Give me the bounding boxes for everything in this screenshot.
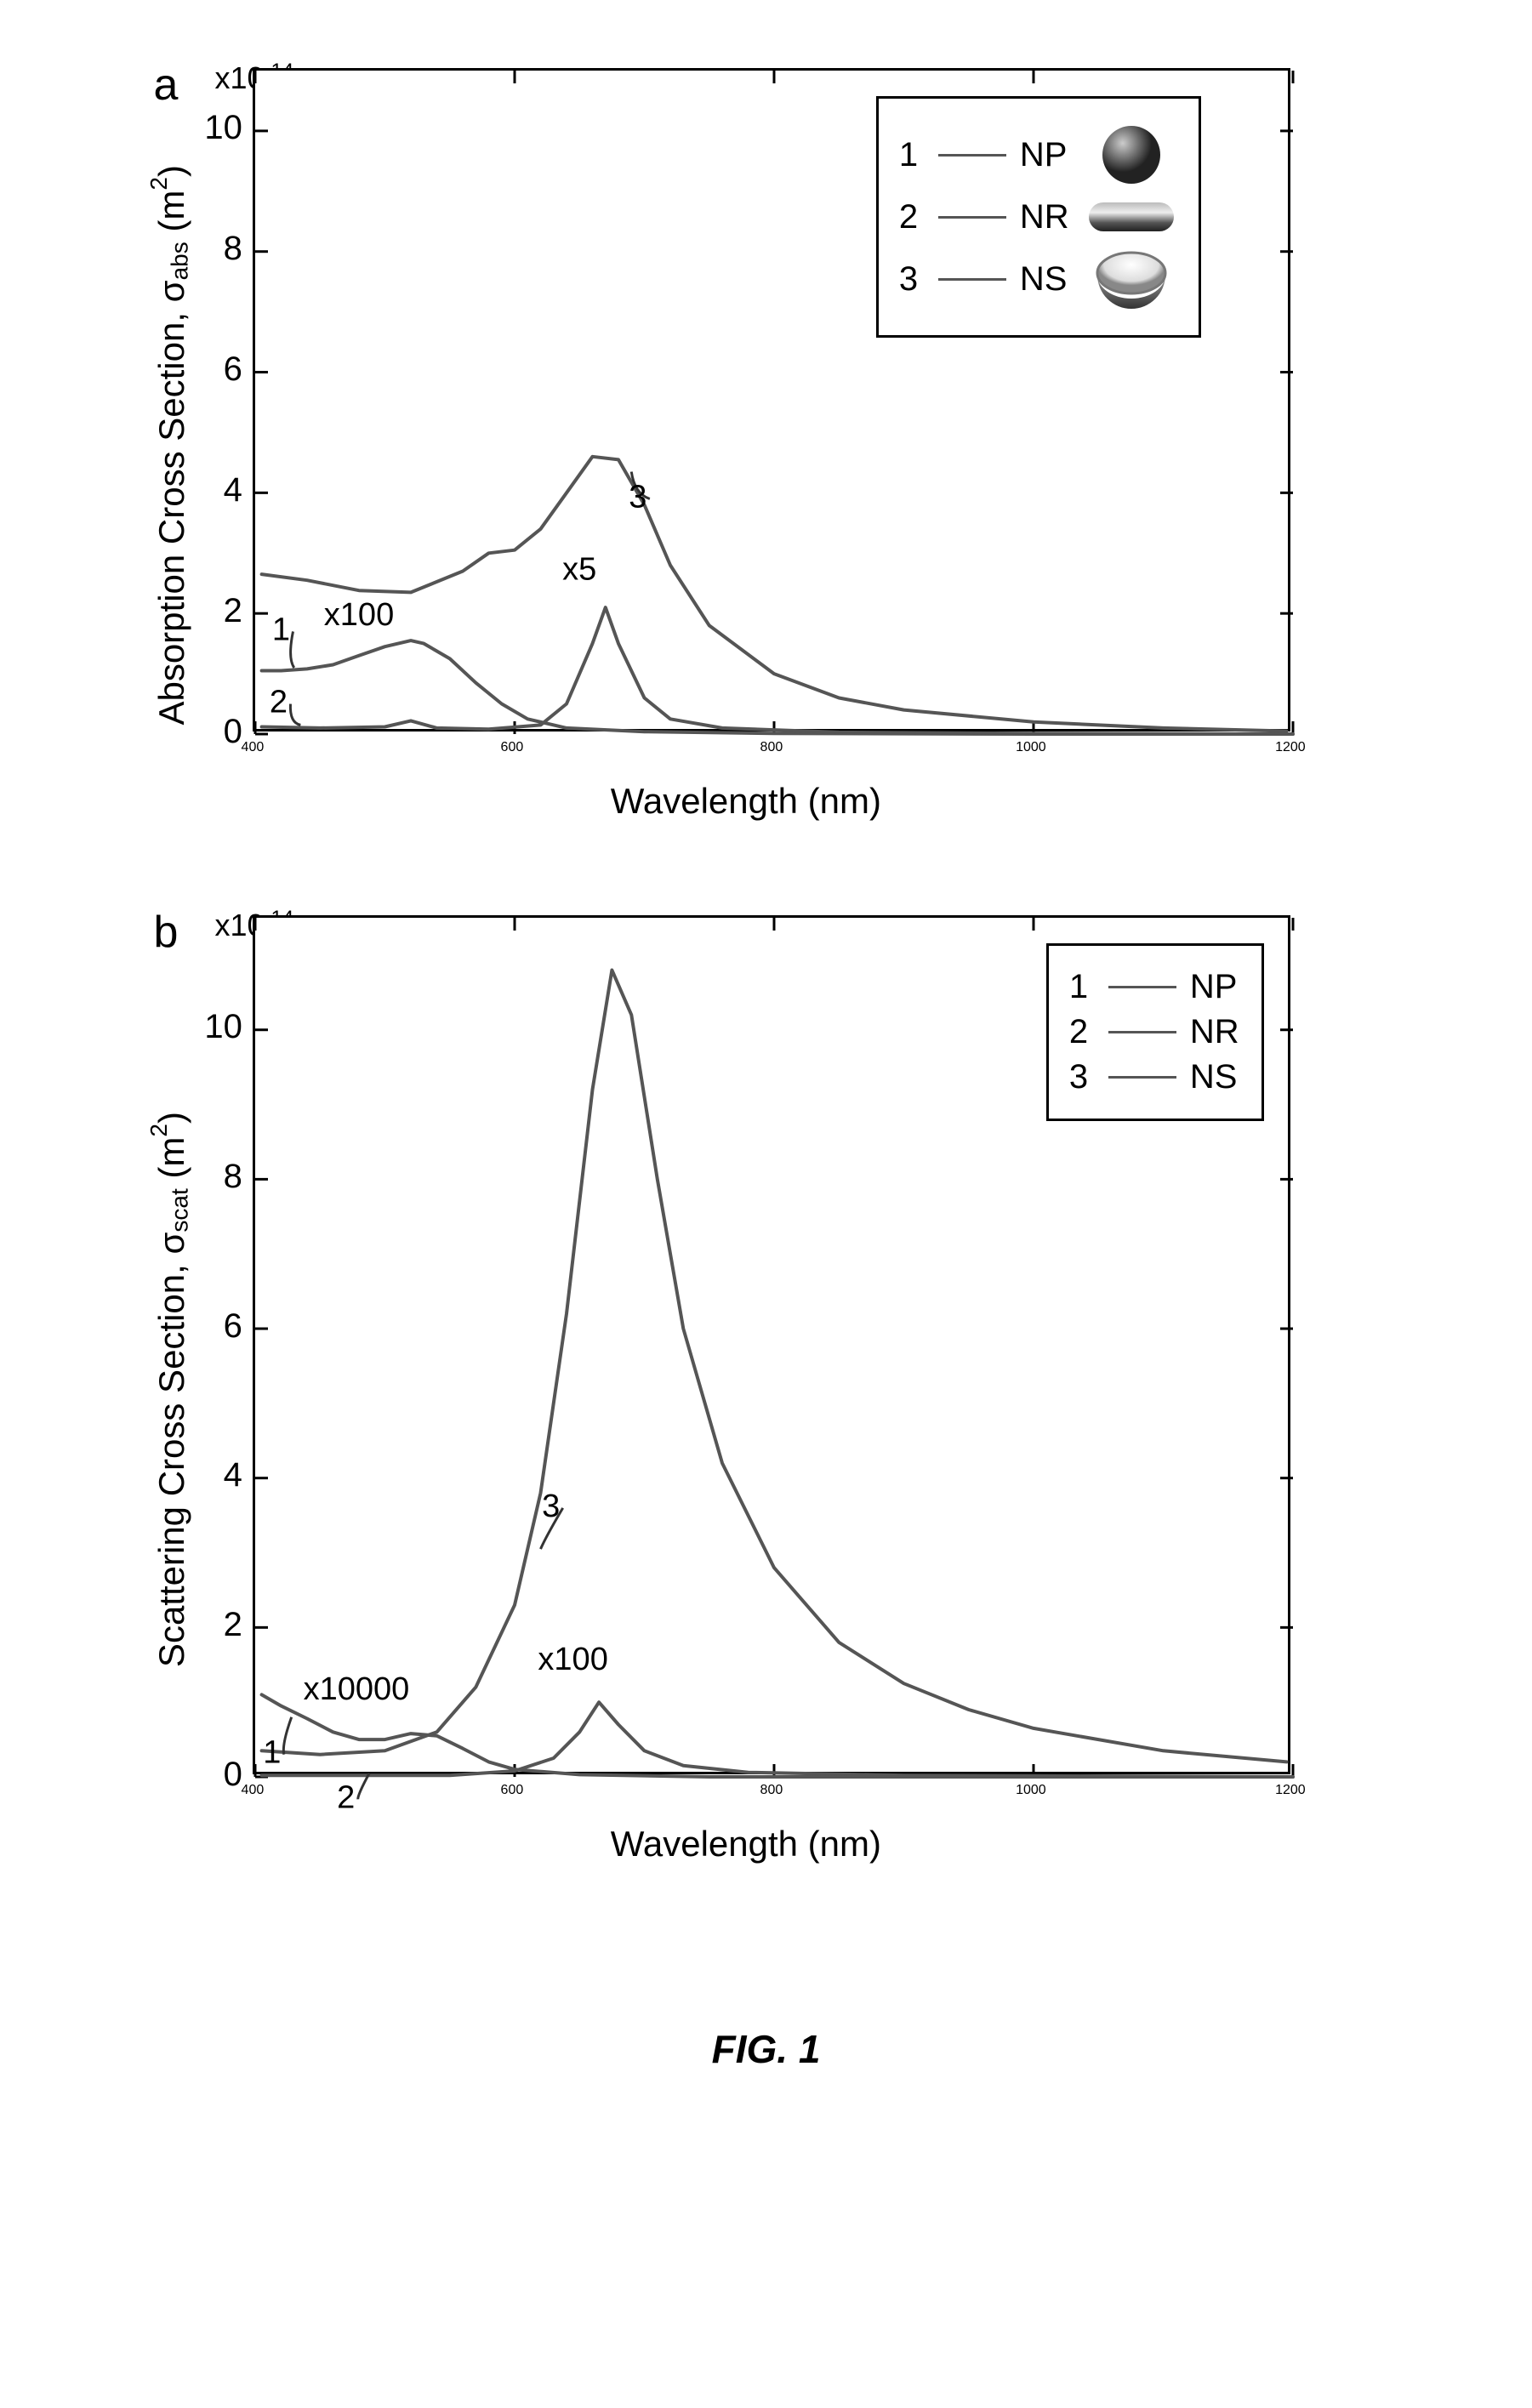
ylabel-sup-b: 2 [145, 1124, 172, 1137]
ylabel-close: ) [151, 165, 191, 177]
svg-text:x5: x5 [562, 552, 596, 588]
legend-shape-icon [1085, 121, 1178, 189]
legend-num: 1 [899, 136, 925, 174]
xtick-label: 600 [501, 740, 524, 755]
xtick-label: 1000 [1016, 1783, 1046, 1798]
legend-label: NS [1020, 260, 1071, 299]
legend-num: 3 [1069, 1058, 1095, 1096]
svg-text:3: 3 [542, 1489, 560, 1524]
ylabel-main: Absorption Cross Section, σ [151, 280, 191, 725]
svg-text:1: 1 [263, 1735, 281, 1771]
svg-text:1: 1 [272, 612, 290, 647]
panel-b: b x10-14 Scattering Cross Section, σscat… [145, 915, 1387, 1864]
chart-a-inner: 1086420 1 x100 2 x5 3 1 NP 2 NR 3 NS 400 600 800 100… [202, 68, 1290, 822]
svg-text:x100: x100 [538, 1642, 607, 1677]
chart-a-wrap: Absorption Cross Section, σabs (m2) 1086… [145, 68, 1387, 822]
xtick-label: 400 [242, 740, 265, 755]
legend-num: 2 [899, 198, 925, 236]
ylabel-unit-b: (m [151, 1137, 191, 1189]
xtick-label: 600 [501, 1783, 524, 1798]
xtick-label: 1200 [1275, 1783, 1306, 1798]
ylabel-close-b: ) [151, 1112, 191, 1124]
xtick-label: 1000 [1016, 740, 1046, 755]
ylabel-sup: 2 [145, 177, 172, 191]
xtick-label: 400 [242, 1783, 265, 1798]
panel-a-ylabel: Absorption Cross Section, σabs (m2) [145, 165, 193, 726]
panel-a-label: a [154, 60, 179, 111]
panel-b-plot-area: x10000 1 2 x100 3 1 NP 2 NR 3 NS [253, 915, 1290, 1774]
panel-a-plot-area: 1 x100 2 x5 3 1 NP 2 NR 3 NS [253, 68, 1290, 732]
legend-item: 3 NS [1069, 1058, 1241, 1096]
legend-num: 3 [899, 260, 925, 299]
xtick-label: 800 [760, 740, 783, 755]
legend-line-icon [1108, 1076, 1176, 1079]
legend-item: 1 NP [899, 121, 1178, 189]
figure-caption: FIG. 1 [712, 2026, 821, 2072]
figure-container: a x10-14 Absorption Cross Section, σabs … [145, 68, 1387, 2072]
ylabel-main-b: Scattering Cross Section, σ [151, 1232, 191, 1667]
plot-a-row: 1086420 1 x100 2 x5 3 1 NP 2 NR 3 NS [202, 68, 1290, 732]
legend-num: 2 [1069, 1013, 1095, 1051]
svg-text:x10000: x10000 [304, 1671, 410, 1707]
xtick-label: 1200 [1275, 740, 1306, 755]
plot-b-row: 1086420 x10000 1 2 x100 3 1 NP 2 NR 3 NS [202, 915, 1290, 1774]
panel-b-xlabel: Wavelength (nm) [202, 1824, 1290, 1864]
legend-label: NR [1190, 1013, 1241, 1051]
legend-item: 2 NR [1069, 1013, 1241, 1051]
legend-num: 1 [1069, 968, 1095, 1006]
panel-b-label: b [154, 907, 179, 958]
legend-item: 3 NS [899, 245, 1178, 313]
panel-b-yticks: 1086420 [202, 915, 253, 1774]
legend-line-icon [1108, 1031, 1176, 1033]
legend-label: NP [1190, 968, 1241, 1006]
panel-a: a x10-14 Absorption Cross Section, σabs … [145, 68, 1387, 822]
legend-label: NS [1190, 1058, 1241, 1096]
svg-text:3: 3 [629, 479, 646, 515]
panel-b-ylabel: Scattering Cross Section, σscat (m2) [145, 1112, 193, 1667]
panel-a-xticks: 40060080010001200 [253, 732, 1290, 774]
panel-b-legend: 1 NP 2 NR 3 NS [1046, 943, 1264, 1121]
legend-shape-icon [1085, 196, 1178, 238]
legend-line-icon [938, 216, 1006, 219]
legend-label: NP [1020, 136, 1071, 174]
xtick-label: 800 [760, 1783, 783, 1798]
panel-a-xlabel: Wavelength (nm) [202, 781, 1290, 822]
legend-item: 2 NR [899, 196, 1178, 238]
legend-label: NR [1020, 198, 1071, 236]
legend-item: 1 NP [1069, 968, 1241, 1006]
ylabel-unit: (m [151, 190, 191, 242]
chart-b-wrap: Scattering Cross Section, σscat (m2) 108… [145, 915, 1387, 1864]
panel-a-yticks: 1086420 [202, 68, 253, 732]
legend-line-icon [938, 278, 1006, 281]
legend-line-icon [938, 154, 1006, 157]
legend-line-icon [1108, 986, 1176, 988]
chart-b-inner: 1086420 x10000 1 2 x100 3 1 NP 2 NR 3 NS 400 600 80… [202, 915, 1290, 1864]
ylabel-sub: abs [166, 242, 192, 280]
svg-text:2: 2 [270, 685, 288, 720]
panel-b-xticks: 40060080010001200 [253, 1774, 1290, 1817]
panel-a-legend: 1 NP 2 NR 3 NS [876, 96, 1201, 338]
svg-text:x100: x100 [324, 597, 394, 633]
ylabel-sub-b: scat [166, 1189, 192, 1232]
legend-shape-icon [1085, 245, 1178, 313]
